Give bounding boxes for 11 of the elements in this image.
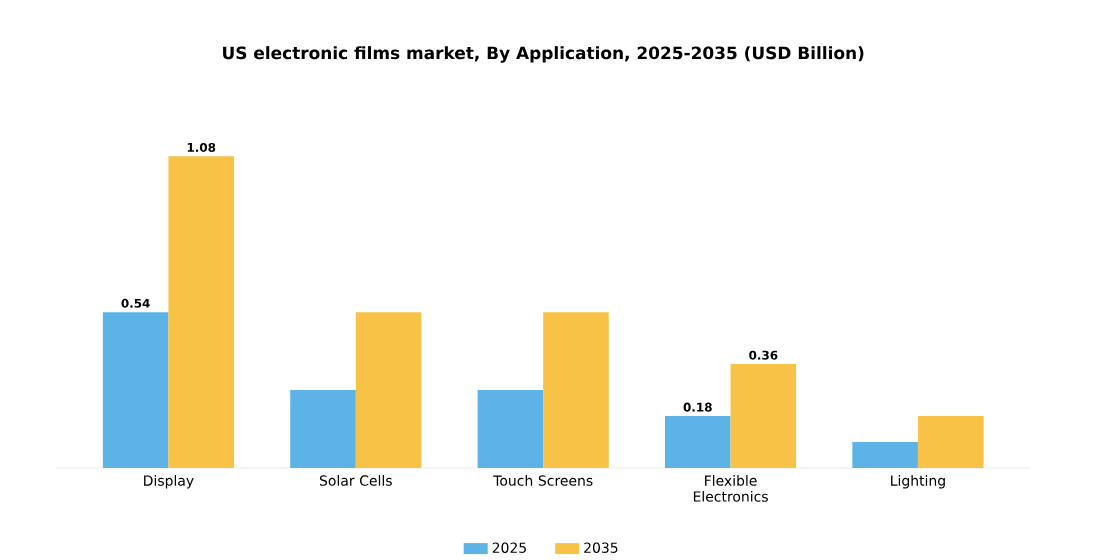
bar — [102, 312, 169, 468]
bar — [917, 416, 984, 468]
bar — [852, 442, 918, 468]
bar — [477, 390, 544, 468]
bar — [543, 312, 609, 468]
chart-title: US electronic films market, By Application, 2025-2035 (USD Billion) — [223, 46, 864, 63]
bar — [664, 416, 731, 468]
bar — [730, 364, 797, 468]
bar — [355, 312, 422, 468]
bar — [290, 390, 356, 468]
bar — [168, 156, 235, 468]
